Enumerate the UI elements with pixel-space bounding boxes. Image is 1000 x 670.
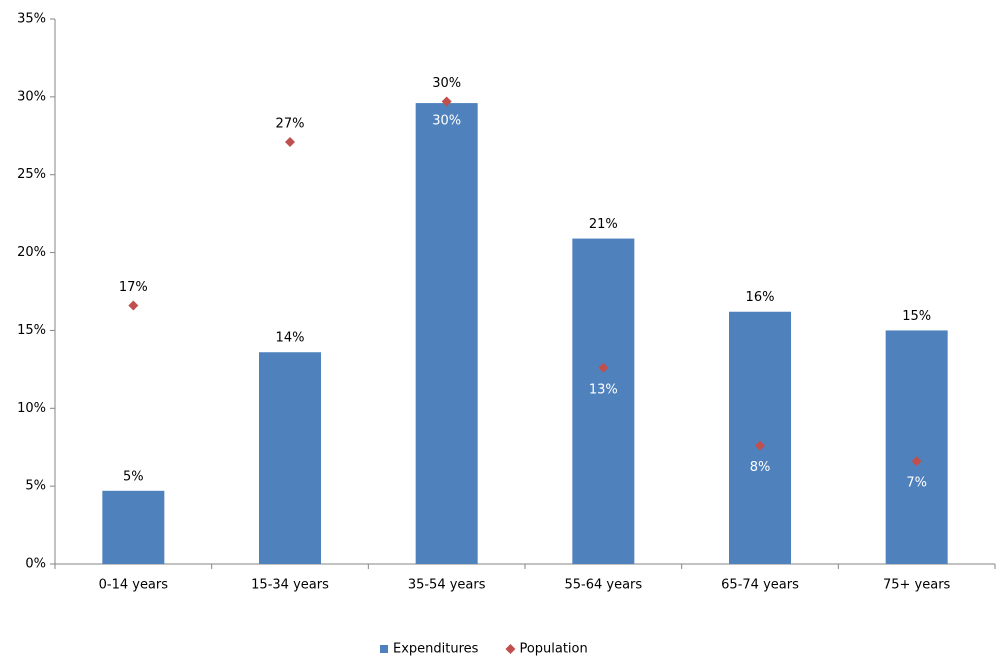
marker <box>598 362 609 373</box>
marker <box>911 456 922 467</box>
marker-value-label: 17% <box>119 280 148 295</box>
y-tick-label: 35% <box>17 12 46 27</box>
bar-value-label: 21% <box>589 217 618 232</box>
legend-marker <box>505 644 516 654</box>
marker-value-label: 30% <box>432 76 461 91</box>
x-tick-label: 75+ years <box>883 578 951 593</box>
marker-value-label: 7% <box>906 476 927 491</box>
legend-label: Population <box>519 642 587 657</box>
bar <box>259 352 321 564</box>
x-tick-label: 65-74 years <box>721 578 799 593</box>
bar-value-label: 5% <box>123 469 144 484</box>
legend-label: Expenditures <box>393 642 479 657</box>
y-tick-label: 10% <box>17 401 46 416</box>
bar <box>729 311 791 564</box>
marker-value-label: 27% <box>276 117 305 132</box>
bar <box>572 238 635 565</box>
bar-value-label: 30% <box>432 114 461 129</box>
marker <box>285 137 295 148</box>
bar-value-label: 14% <box>276 331 305 346</box>
bar <box>102 490 165 564</box>
legend-marker <box>380 645 388 653</box>
y-tick-label: 30% <box>17 89 46 104</box>
marker <box>128 300 139 311</box>
x-tick-label: 0-14 years <box>99 578 169 593</box>
bar <box>415 103 478 564</box>
marker-value-label: 13% <box>589 382 618 397</box>
x-tick-label: 35-54 years <box>408 578 486 593</box>
marker <box>755 440 765 451</box>
y-tick-label: 20% <box>17 245 46 260</box>
bar-value-label: 16% <box>746 290 775 305</box>
marker <box>441 96 452 107</box>
bar-value-label: 15% <box>902 309 931 324</box>
y-tick-label: 5% <box>25 479 46 494</box>
y-tick-label: 0% <box>25 557 46 572</box>
x-tick-label: 55-64 years <box>564 578 642 593</box>
x-tick-label: 15-34 years <box>251 578 329 593</box>
marker-value-label: 8% <box>750 460 771 475</box>
y-tick-label: 15% <box>17 323 46 338</box>
y-tick-label: 25% <box>17 167 46 182</box>
bar <box>885 330 948 564</box>
